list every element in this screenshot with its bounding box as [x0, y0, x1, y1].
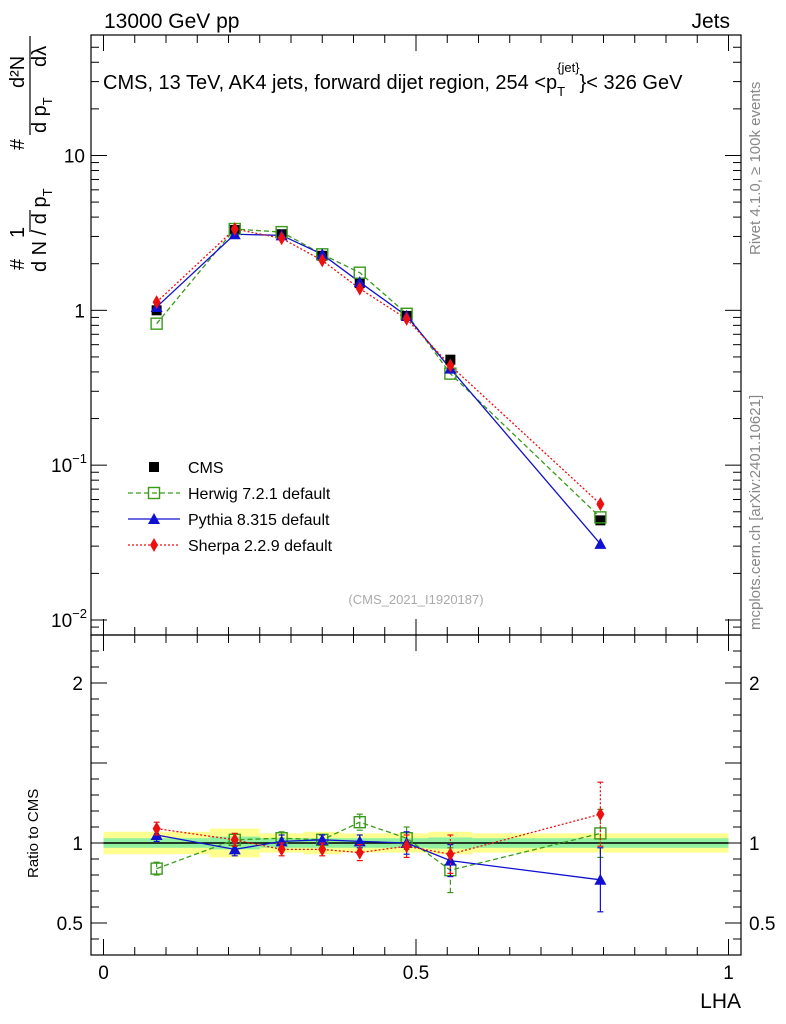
main-point-sherpa — [402, 311, 411, 326]
legend-label-sherpa: Sherpa 2.2.9 default — [188, 538, 333, 555]
svg-text:d pT: d pT — [29, 97, 55, 133]
main-ylabel: # 1 d N / d pT # d²N d pT dλ — [7, 36, 55, 272]
header-right: Jets — [691, 10, 730, 33]
main-point-sherpa — [596, 497, 605, 512]
ratio-line-pythia — [156, 834, 601, 881]
main-point-sherpa — [355, 281, 364, 296]
ratio-ytick-label-right: 1 — [749, 834, 760, 855]
legend-marker-cms — [149, 462, 159, 472]
plot-title: CMS, 13 TeV, AK4 jets, forward dijet reg… — [103, 60, 683, 99]
ratio-panel: 0 0.5 1 0.5 0.5 1 1 2 2 — [57, 634, 775, 984]
legend-label-herwig: Herwig 7.2.1 default — [188, 486, 331, 503]
ratio-ytick-label: 0.5 — [57, 914, 83, 935]
header-left: 13000 GeV pp — [104, 10, 239, 33]
ratio-point-herwig — [150, 862, 163, 875]
main-point-sherpa — [230, 222, 239, 237]
main-ytick-label: 10−2 — [51, 606, 87, 632]
ratio-line-sherpa — [156, 813, 601, 855]
main-point-herwig — [594, 511, 607, 524]
main-ytick-label: 1 — [74, 301, 85, 322]
ratio-point-sherpa — [596, 807, 605, 822]
ratio-ylabel: Ratio to CMS — [25, 789, 42, 878]
main-point-pythia — [594, 537, 607, 549]
ratio-ytick-label-right: 0.5 — [749, 914, 775, 935]
svg-text:#: # — [7, 138, 29, 150]
ratio-point-sherpa — [152, 821, 161, 836]
x-axis-label: LHA — [700, 990, 741, 1013]
ratio-point-pythia — [353, 835, 366, 847]
main-line-sherpa — [156, 228, 601, 505]
legend-marker-herwig — [147, 486, 161, 500]
main-ytick-label: 10 — [64, 146, 85, 167]
ratio-ytick-label-right: 2 — [749, 674, 760, 695]
main-point-sherpa — [446, 358, 455, 373]
ratio-xtick-label: 1 — [723, 963, 734, 984]
main-point-cms — [595, 515, 606, 526]
ratio-point-pythia — [316, 833, 329, 845]
main-line-pythia — [156, 233, 601, 545]
main-point-herwig — [150, 317, 163, 330]
ratio-point-sherpa — [446, 847, 455, 862]
main-line-herwig — [156, 228, 601, 518]
ratio-point-pythia — [275, 835, 288, 847]
ratio-point-pythia — [228, 843, 241, 855]
ratio-point-sherpa — [277, 842, 286, 857]
ratio-line-herwig — [156, 821, 601, 871]
ratio-ytick-label: 1 — [72, 834, 83, 855]
svg-text:d N / d pT: d N / d pT — [29, 188, 55, 272]
svg-text:dλ: dλ — [29, 46, 51, 67]
ratio-xtick-label: 0.5 — [403, 963, 429, 984]
ratio-xtick-label: 0 — [98, 963, 109, 984]
legend-label-cms: CMS — [188, 460, 224, 477]
legend: CMS Herwig 7.2.1 default Pythia 8.315 defa… — [128, 460, 333, 555]
analysis-id: (CMS_2021_I1920187) — [348, 592, 483, 607]
ratio-point-sherpa — [402, 839, 411, 854]
main-point-sherpa — [318, 253, 327, 268]
legend-label-pythia: Pythia 8.315 default — [188, 512, 330, 529]
ratio-ytick-label: 2 — [72, 674, 83, 695]
rivet-label: Rivet 4.1.0, ≥ 100k events — [747, 82, 764, 255]
ratio-point-pythia — [594, 873, 607, 885]
main-point-sherpa — [277, 231, 286, 246]
ratio-point-sherpa — [318, 842, 327, 857]
legend-marker-sherpa — [150, 538, 158, 552]
svg-text:#: # — [7, 258, 29, 270]
ratio-point-sherpa — [355, 845, 364, 860]
mcplots-label: mcplots.cern.ch [arXiv:2401.10621] — [747, 395, 764, 630]
legend-marker-pythia — [148, 513, 160, 524]
ratio-frame — [90, 634, 742, 956]
ratio-point-herwig — [353, 816, 366, 829]
svg-text:1: 1 — [7, 227, 29, 238]
main-point-sherpa — [152, 295, 161, 310]
ratio-point-sherpa — [230, 832, 239, 847]
svg-text:d²N: d²N — [7, 56, 29, 88]
main-ytick-label: 10−1 — [51, 451, 87, 477]
main-panel: 10−2 10−1 1 10 — [51, 34, 742, 636]
